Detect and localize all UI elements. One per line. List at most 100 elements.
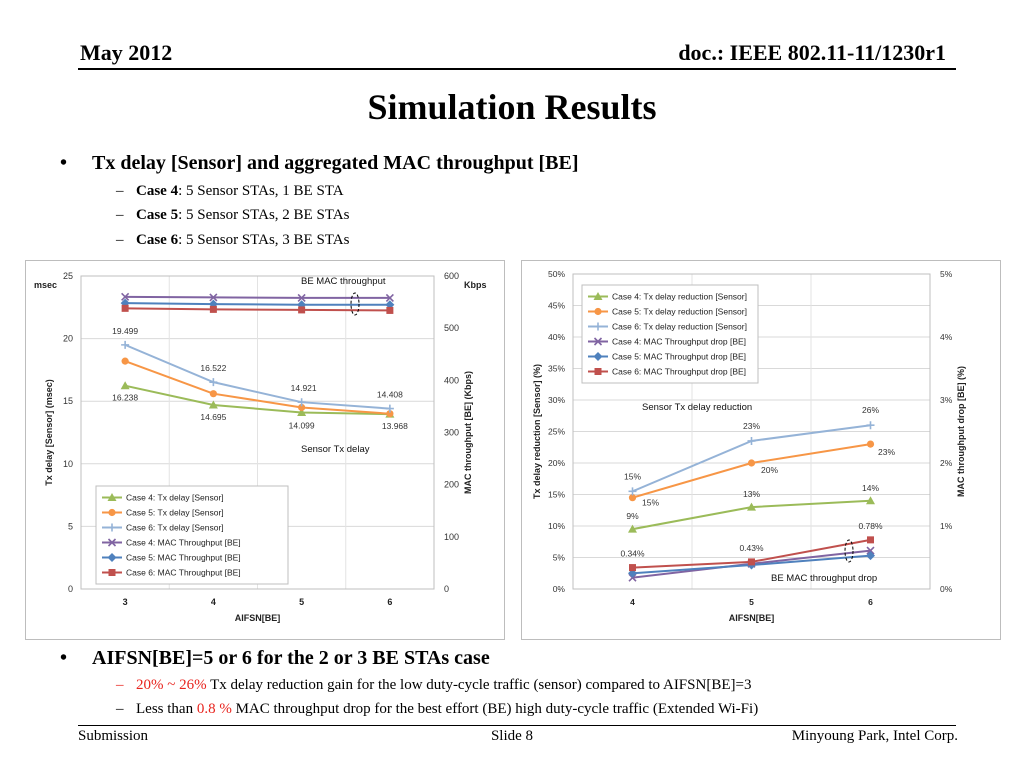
case-description: : 5 Sensor STAs, 3 BE STAs <box>178 232 350 248</box>
y2-tick-label: 600 <box>444 271 459 281</box>
x-tick-label: 5 <box>749 597 754 607</box>
legend-label: Case 6: MAC Throughput drop [BE] <box>612 367 746 377</box>
y2-tick-label: 200 <box>444 480 459 490</box>
sub-bullet-dash: – <box>116 677 124 693</box>
data-label: 0.78% <box>858 521 883 531</box>
sub-bullet-text: MAC throughput drop for the best effort … <box>231 701 759 717</box>
legend-marker <box>107 553 117 562</box>
case-description: : 5 Sensor STAs, 2 BE STAs <box>178 207 350 223</box>
legend-marker <box>107 493 117 501</box>
legend-label: Case 4: MAC Throughput drop [BE] <box>612 337 746 347</box>
y-tick-label: 5% <box>553 553 566 563</box>
y-tick-label: 25% <box>548 427 565 437</box>
x-tick-label: 6 <box>387 597 392 607</box>
data-point-case-6-mac-throughput-drop-be <box>748 558 755 566</box>
x-tick-label: 6 <box>868 597 873 607</box>
chart-annotation: Sensor Tx delay <box>301 444 370 455</box>
data-point-case-4-mac-throughput-be <box>209 293 218 302</box>
data-point-case-6-mac-throughput-be <box>209 305 217 313</box>
x-tick-label: 5 <box>299 597 304 607</box>
sub-bullet-dash: – <box>116 183 124 199</box>
plot-area <box>572 273 931 590</box>
data-point-case-4-tx-delay-reduction-sensor <box>747 502 756 511</box>
highlight-range: 20% ~ 26% <box>136 677 207 693</box>
chart-reduction-svg: 0%5%10%15%20%25%30%35%40%45%50%0%1%2%3%4… <box>532 269 966 623</box>
y2-tick-label: 500 <box>444 323 459 333</box>
data-label: 15% <box>624 471 641 481</box>
y2-tick-label: 300 <box>444 428 459 438</box>
data-point-case-4-tx-delay-sensor <box>297 407 307 416</box>
data-point-case-6-tx-delay-sensor <box>297 398 306 407</box>
data-label: 23% <box>878 447 895 457</box>
data-point-case-4-mac-throughput-be <box>385 293 394 302</box>
legend-marker <box>108 508 116 517</box>
y-tick-label: 40% <box>548 332 565 342</box>
slide-title: Simulation Results <box>367 87 657 127</box>
x-tick-label: 4 <box>211 597 216 607</box>
highlight-value: 0.8 % <box>196 701 232 717</box>
legend-marker <box>594 368 602 375</box>
footer-author: Minyoung Park, Intel Corp. <box>791 728 958 744</box>
data-label: 26% <box>862 405 879 415</box>
data-label: 16.522 <box>200 363 226 373</box>
data-point-case-6-mac-throughput-be <box>298 306 306 314</box>
chart-annotation: BE MAC throughput <box>301 276 386 287</box>
legend-marker <box>594 322 602 331</box>
data-point-case-5-tx-delay-sensor <box>298 403 306 412</box>
header-doc-id: doc.: IEEE 802.11-11/1230r1 <box>678 40 946 65</box>
data-point-case-4-tx-delay-sensor <box>208 400 218 409</box>
data-point-case-5-tx-delay-reduction-sensor <box>866 440 875 448</box>
y-axis-unit: msec <box>34 280 57 290</box>
y-tick-label: 20 <box>63 334 73 344</box>
y-tick-label: 15 <box>63 396 73 406</box>
legend-label: Case 4: MAC Throughput [BE] <box>126 538 241 548</box>
y-tick-label: 50% <box>548 269 565 279</box>
legend-marker <box>594 307 602 316</box>
data-label: 15% <box>642 498 659 508</box>
data-point-case-4-mac-throughput-be <box>121 292 130 301</box>
header-date: May 2012 <box>80 40 173 65</box>
plot-area <box>80 275 435 590</box>
legend-marker <box>107 538 117 547</box>
header-divider <box>78 68 956 70</box>
data-point-case-5-mac-throughput-drop-be <box>866 551 875 561</box>
legend-label: Case 5: Tx delay [Sensor] <box>126 508 224 518</box>
data-label: 14.695 <box>200 412 226 422</box>
y-tick-label: 30% <box>548 395 565 405</box>
y-tick-label: 0 <box>68 584 73 594</box>
x-tick-label: 4 <box>630 597 635 607</box>
y2-axis-unit: Kbps <box>464 280 487 290</box>
y-tick-label: 35% <box>548 364 565 374</box>
x-axis-title: AIFSN[BE] <box>729 613 775 623</box>
x-axis-title: AIFSN[BE] <box>235 613 281 623</box>
chart-reduction-drop: 0% 5% 10% 15% 20% 25% 30% 35% 40% 45% 50% 0% 1% 2% 3% 4… <box>521 260 1001 640</box>
legend-marker <box>108 523 116 532</box>
data-point-case-5-tx-delay-sensor <box>121 357 129 365</box>
y2-tick-label: 5% <box>940 269 953 279</box>
y-tick-label: 10 <box>63 459 73 469</box>
legend-marker <box>593 292 603 300</box>
data-point-case-6-mac-throughput-be <box>386 306 394 314</box>
data-point-case-6-tx-delay-sensor <box>121 340 130 349</box>
series-line-case-6-tx-delay-reduction-sensor <box>632 424 871 493</box>
sub-bullet-dash: – <box>116 207 124 223</box>
data-label: 13% <box>743 489 760 499</box>
data-label: 9% <box>626 511 639 521</box>
series-line-case-6-tx-delay-sensor <box>124 343 390 410</box>
data-point-case-6-tx-delay-sensor <box>209 378 218 387</box>
footer-slide-number: Slide 8 <box>490 728 534 744</box>
legend-label: Case 6: MAC Throughput [BE] <box>126 568 241 578</box>
sub-bullet-prefix: Less than <box>136 701 197 717</box>
series-line-case-6-mac-throughput-be <box>125 307 390 312</box>
data-label: 0.34% <box>620 549 645 559</box>
data-label: 14.099 <box>289 420 315 430</box>
data-point-case-5-mac-throughput-be <box>120 298 130 308</box>
data-point-case-6-mac-throughput-drop-be <box>629 564 636 572</box>
data-label: 20% <box>761 465 778 475</box>
data-point-case-4-tx-delay-reduction-sensor <box>628 524 637 533</box>
data-label: 16.238 <box>112 393 138 403</box>
y-axis-title: Tx delay reduction [Sensor] (%) <box>532 364 542 499</box>
legend-label: Case 4: Tx delay reduction [Sensor] <box>612 292 747 302</box>
y-tick-label: 15% <box>548 490 565 500</box>
bullet-1-text: Tx delay [Sensor] and aggregated MAC thr… <box>92 152 579 174</box>
